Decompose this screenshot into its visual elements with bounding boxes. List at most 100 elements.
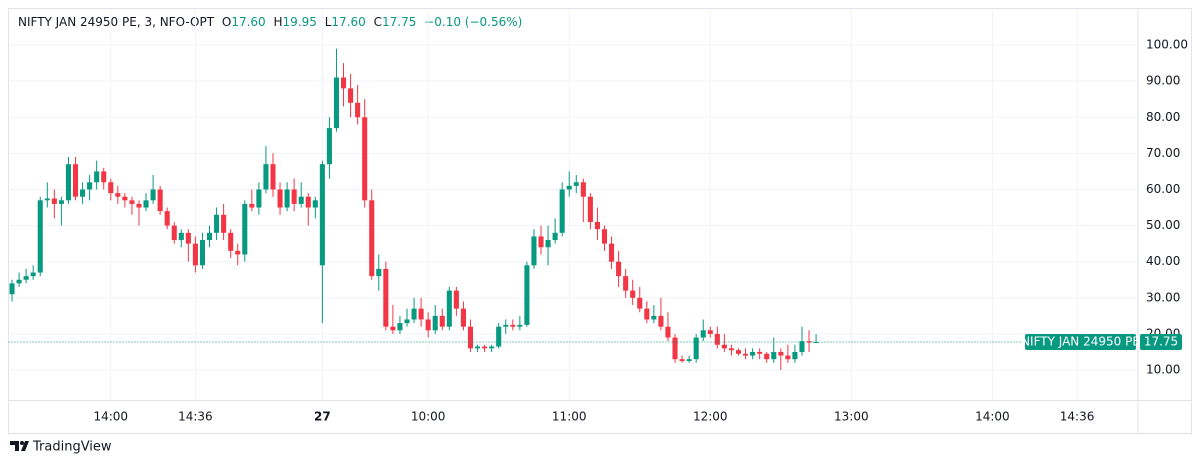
candle-body xyxy=(616,261,622,277)
candle-body xyxy=(340,77,347,89)
candle-body xyxy=(411,308,417,320)
candle-body xyxy=(312,200,318,208)
candle-body xyxy=(700,330,706,338)
candle-body xyxy=(256,189,262,208)
candle-body xyxy=(573,182,579,186)
candle-body xyxy=(785,355,791,360)
change-label: −0.10 (−0.56%) xyxy=(424,15,522,29)
candle-body xyxy=(37,200,43,273)
candle-body xyxy=(630,290,636,298)
brand-logo xyxy=(10,441,29,451)
x-tick-label: 14:36 xyxy=(1060,410,1095,424)
candle-body xyxy=(80,189,86,197)
candle-body xyxy=(298,196,304,204)
candle-body xyxy=(637,297,643,309)
candle-body xyxy=(446,290,452,327)
y-tick-label: 100.00 xyxy=(1146,38,1188,52)
candle-body xyxy=(609,243,615,262)
ohlc-value: 17.75 xyxy=(382,15,416,29)
candle-body xyxy=(672,337,678,360)
candle-body xyxy=(460,308,466,327)
candle-body xyxy=(594,221,600,230)
candle-body xyxy=(171,225,177,241)
ohlc-value: 19.95 xyxy=(283,15,317,29)
candle-body xyxy=(178,232,184,241)
candle-body xyxy=(467,326,474,349)
candle-body xyxy=(101,171,107,183)
plot: 10.0020.0030.0040.0050.0060.0070.0080.00… xyxy=(8,8,1192,434)
candle-body xyxy=(87,182,93,190)
candle-body xyxy=(206,232,213,241)
candle-body xyxy=(792,351,798,360)
candle-body xyxy=(538,236,544,248)
candle-body xyxy=(270,164,276,190)
ohlc-label: H xyxy=(274,15,283,29)
y-tick-label: 80.00 xyxy=(1146,110,1180,124)
candle-body xyxy=(249,203,255,208)
ohlc-label: L xyxy=(325,15,332,29)
candle-body xyxy=(185,232,191,244)
candle-body xyxy=(735,350,742,354)
candle-body xyxy=(383,268,389,327)
candle-body xyxy=(750,351,756,356)
candle-body xyxy=(566,185,572,190)
y-tick-label: 30.00 xyxy=(1146,290,1180,304)
price-tag-box xyxy=(1025,334,1136,351)
candle-body xyxy=(587,196,593,222)
x-tick-label: 10:00 xyxy=(411,410,446,424)
candle-body xyxy=(474,346,481,349)
candle-body xyxy=(743,353,749,356)
candle-body xyxy=(108,182,114,194)
candle-body xyxy=(263,164,269,190)
candle-body xyxy=(199,240,206,266)
candle-body xyxy=(305,196,311,208)
ohlc-value: 17.60 xyxy=(231,15,265,29)
candle-body xyxy=(707,330,713,334)
candle-body xyxy=(545,240,551,248)
candle-body xyxy=(418,308,424,320)
candle-body xyxy=(284,189,290,208)
candle-body xyxy=(644,308,650,320)
brand-name: TradingView xyxy=(32,440,112,455)
candle-body xyxy=(531,236,537,266)
candle-body xyxy=(30,272,36,277)
candle-body xyxy=(65,164,71,201)
x-tick-label: 14:00 xyxy=(975,410,1010,424)
candle-body xyxy=(658,315,664,327)
candle-body xyxy=(235,250,241,255)
candle-body xyxy=(728,348,734,351)
candle-body xyxy=(496,326,502,347)
frame xyxy=(8,8,1192,434)
candle-body xyxy=(425,319,431,331)
candle-body xyxy=(623,276,629,291)
candle-body xyxy=(778,351,784,356)
x-tick-label: 14:36 xyxy=(178,410,213,424)
candle-body xyxy=(44,198,50,201)
candle-body xyxy=(129,200,135,204)
candle-body xyxy=(764,353,770,360)
candle-body xyxy=(23,276,29,280)
chart-header: NIFTY JAN 24950 PE, 3, NFO-OPT O17.60 H1… xyxy=(18,15,522,29)
candle-body xyxy=(489,346,495,349)
candle-body xyxy=(721,344,727,349)
y-tick-label: 10.00 xyxy=(1146,363,1180,377)
candle-body xyxy=(157,189,163,212)
candle-body xyxy=(757,351,763,354)
candle-body xyxy=(150,189,156,201)
candle-body xyxy=(242,203,248,255)
x-tick-label: 11:00 xyxy=(552,410,587,424)
candle-body xyxy=(552,232,558,241)
candle-body xyxy=(404,319,410,324)
price-tag-box xyxy=(1140,334,1182,351)
candle-body xyxy=(799,341,805,352)
candle-body xyxy=(143,200,149,208)
candle-body xyxy=(453,290,459,309)
candle-body xyxy=(291,189,297,204)
candle-body xyxy=(439,315,445,327)
candle-body xyxy=(503,324,509,327)
candle-body xyxy=(122,196,128,201)
candle-body xyxy=(58,200,64,204)
candle-body xyxy=(771,351,777,360)
